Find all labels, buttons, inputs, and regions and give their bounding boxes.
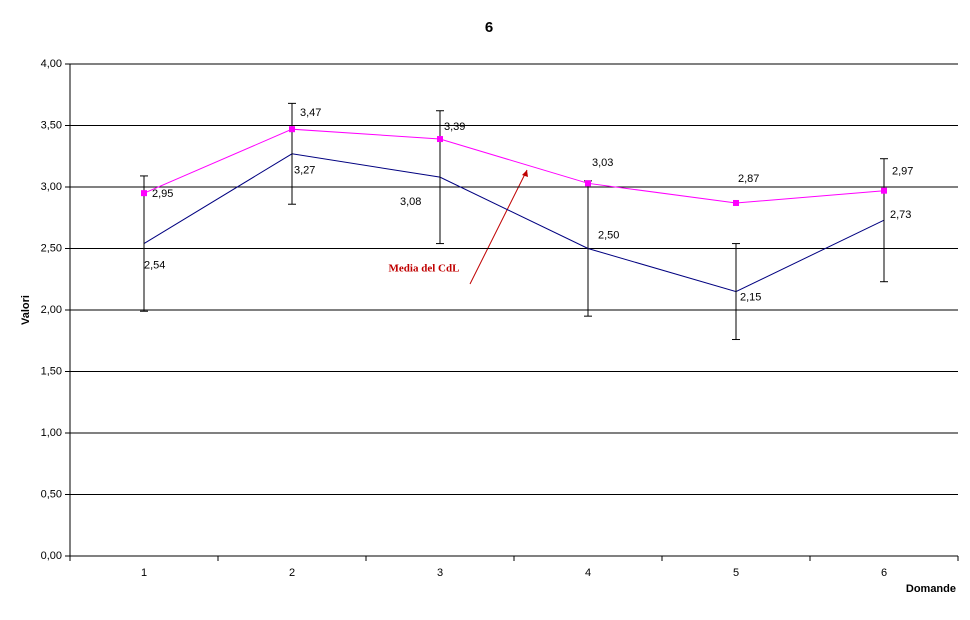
value-label: 3,27 (294, 165, 315, 177)
value-label: 3,03 (592, 157, 613, 169)
y-tick-label: 1,00 (41, 427, 62, 439)
y-tick-label: 2,50 (41, 242, 62, 254)
error-bar (732, 243, 740, 341)
x-tick-label: 1 (141, 567, 147, 579)
value-label: 2,15 (740, 291, 761, 303)
y-tick-label: 1,50 (41, 365, 62, 377)
value-label: 2,50 (598, 229, 619, 241)
annotation-arrowhead (522, 170, 528, 177)
y-tick-label: 3,50 (41, 119, 62, 131)
value-label: 3,08 (400, 196, 421, 208)
value-label: 2,95 (152, 188, 173, 200)
error-bar (288, 102, 296, 205)
series-line (143, 153, 885, 293)
marker (733, 199, 739, 206)
marker (141, 190, 147, 197)
y-tick-label: 3,00 (41, 181, 62, 193)
series-line (143, 128, 885, 204)
value-label: 3,39 (444, 121, 465, 133)
x-tick-label: 3 (437, 567, 443, 579)
annotation-arrow (469, 169, 528, 285)
marker (881, 187, 887, 194)
marker (289, 126, 295, 133)
error-bar (140, 175, 148, 312)
value-label: 2,73 (890, 209, 911, 221)
marker (437, 136, 443, 143)
y-tick-label: 2,00 (41, 304, 62, 316)
y-axis-label: Valori (20, 295, 32, 325)
x-tick-label: 6 (881, 567, 887, 579)
value-label: 2,54 (144, 259, 165, 271)
error-bar (880, 158, 888, 283)
value-label: 3,47 (300, 107, 321, 119)
chart-title: 6 (485, 19, 493, 36)
marker (585, 180, 591, 187)
y-tick-label: 4,00 (41, 58, 62, 70)
value-label: 2,97 (892, 166, 913, 178)
value-label: 2,87 (738, 173, 759, 185)
y-tick-label: 0,50 (41, 488, 62, 500)
y-tick-label: 0,00 (41, 550, 62, 562)
x-tick-label: 2 (289, 567, 295, 579)
x-tick-label: 5 (733, 567, 739, 579)
error-bar (436, 110, 444, 245)
x-axis-label: Domande (906, 583, 956, 595)
annotation: Media del CdL (389, 263, 460, 275)
x-tick-label: 4 (585, 567, 591, 579)
